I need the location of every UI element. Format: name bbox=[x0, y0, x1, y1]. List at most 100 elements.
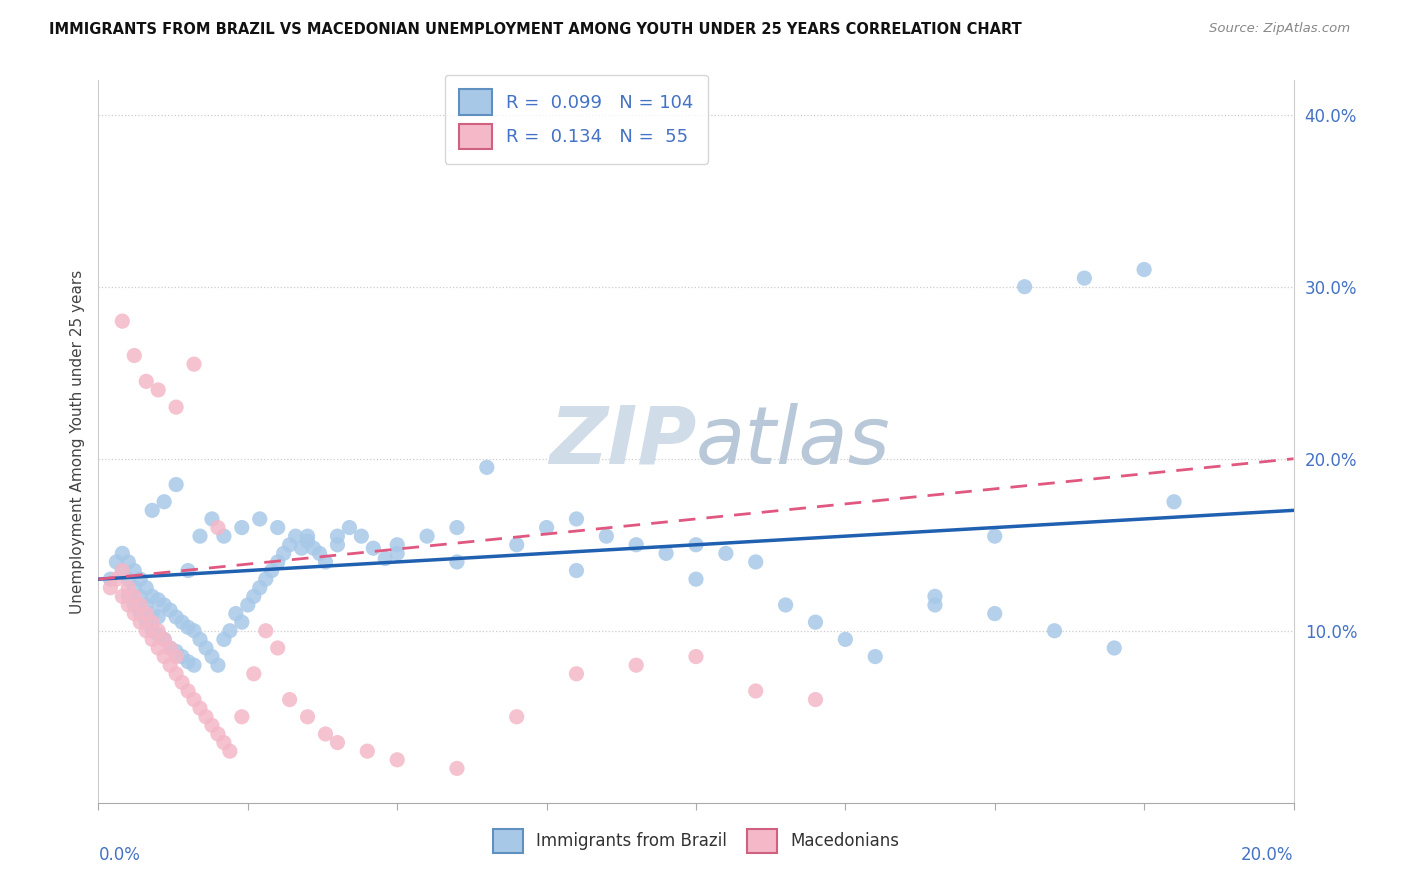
Point bbox=[165, 649, 187, 664]
Point bbox=[231, 615, 253, 630]
Text: ZIP: ZIP bbox=[548, 402, 696, 481]
Point bbox=[111, 564, 134, 578]
Point bbox=[219, 624, 242, 638]
Point bbox=[141, 624, 163, 638]
Point bbox=[267, 520, 290, 534]
Point bbox=[655, 546, 678, 560]
Point bbox=[225, 607, 247, 621]
Point bbox=[267, 555, 290, 569]
Point bbox=[865, 649, 887, 664]
Point bbox=[105, 555, 128, 569]
Point bbox=[278, 692, 301, 706]
Point bbox=[177, 684, 200, 698]
Point bbox=[685, 649, 707, 664]
Point bbox=[159, 640, 181, 655]
Point bbox=[243, 666, 266, 681]
Point bbox=[446, 555, 468, 569]
Point bbox=[135, 598, 157, 612]
Point bbox=[565, 512, 588, 526]
Point bbox=[267, 640, 290, 655]
Point bbox=[129, 615, 152, 630]
Point bbox=[685, 572, 707, 586]
Point bbox=[273, 546, 295, 560]
Point bbox=[356, 744, 378, 758]
Point bbox=[363, 541, 385, 556]
Point bbox=[278, 538, 301, 552]
Point bbox=[804, 615, 827, 630]
Point bbox=[201, 512, 224, 526]
Point bbox=[153, 649, 176, 664]
Point bbox=[446, 761, 468, 775]
Point bbox=[385, 546, 409, 560]
Text: IMMIGRANTS FROM BRAZIL VS MACEDONIAN UNEMPLOYMENT AMONG YOUTH UNDER 25 YEARS COR: IMMIGRANTS FROM BRAZIL VS MACEDONIAN UNE… bbox=[49, 22, 1022, 37]
Point bbox=[565, 564, 588, 578]
Point bbox=[326, 538, 349, 552]
Point bbox=[195, 640, 218, 655]
Point bbox=[141, 607, 163, 621]
Point bbox=[626, 538, 648, 552]
Point bbox=[117, 590, 139, 604]
Point bbox=[165, 610, 187, 624]
Point bbox=[117, 572, 139, 586]
Point bbox=[129, 607, 152, 621]
Point bbox=[243, 590, 266, 604]
Point bbox=[207, 658, 229, 673]
Point bbox=[165, 666, 187, 681]
Point bbox=[135, 581, 157, 595]
Point bbox=[219, 744, 242, 758]
Point bbox=[98, 572, 122, 586]
Point bbox=[188, 701, 211, 715]
Point bbox=[315, 555, 337, 569]
Point bbox=[111, 546, 134, 560]
Point bbox=[165, 477, 187, 491]
Point bbox=[924, 598, 946, 612]
Point bbox=[1043, 624, 1066, 638]
Point bbox=[626, 658, 648, 673]
Point bbox=[117, 581, 139, 595]
Point bbox=[297, 529, 319, 543]
Point bbox=[111, 564, 134, 578]
Point bbox=[326, 529, 349, 543]
Point bbox=[124, 598, 146, 612]
Point bbox=[745, 555, 768, 569]
Point bbox=[177, 655, 200, 669]
Point bbox=[148, 624, 170, 638]
Point bbox=[124, 581, 146, 595]
Point bbox=[1104, 640, 1126, 655]
Point bbox=[135, 615, 157, 630]
Point bbox=[212, 735, 235, 749]
Point bbox=[745, 684, 768, 698]
Point bbox=[984, 607, 1007, 621]
Point bbox=[308, 546, 330, 560]
Point bbox=[475, 460, 498, 475]
Point bbox=[159, 658, 181, 673]
Point bbox=[165, 644, 187, 658]
Point bbox=[172, 675, 194, 690]
Point bbox=[297, 710, 319, 724]
Point bbox=[326, 735, 349, 749]
Point bbox=[775, 598, 797, 612]
Point bbox=[135, 607, 157, 621]
Point bbox=[195, 710, 218, 724]
Point bbox=[207, 520, 229, 534]
Point bbox=[249, 512, 271, 526]
Point bbox=[565, 666, 588, 681]
Point bbox=[315, 727, 337, 741]
Point bbox=[254, 624, 277, 638]
Point bbox=[302, 541, 325, 556]
Point bbox=[506, 710, 529, 724]
Point bbox=[135, 375, 157, 389]
Point bbox=[1163, 494, 1185, 508]
Point bbox=[141, 615, 163, 630]
Point bbox=[924, 590, 946, 604]
Point bbox=[188, 632, 211, 647]
Point bbox=[148, 383, 170, 397]
Point bbox=[153, 494, 176, 508]
Point bbox=[141, 503, 163, 517]
Point bbox=[172, 615, 194, 630]
Point bbox=[159, 640, 181, 655]
Point bbox=[714, 546, 737, 560]
Point bbox=[201, 718, 224, 732]
Point bbox=[188, 529, 211, 543]
Point bbox=[536, 520, 558, 534]
